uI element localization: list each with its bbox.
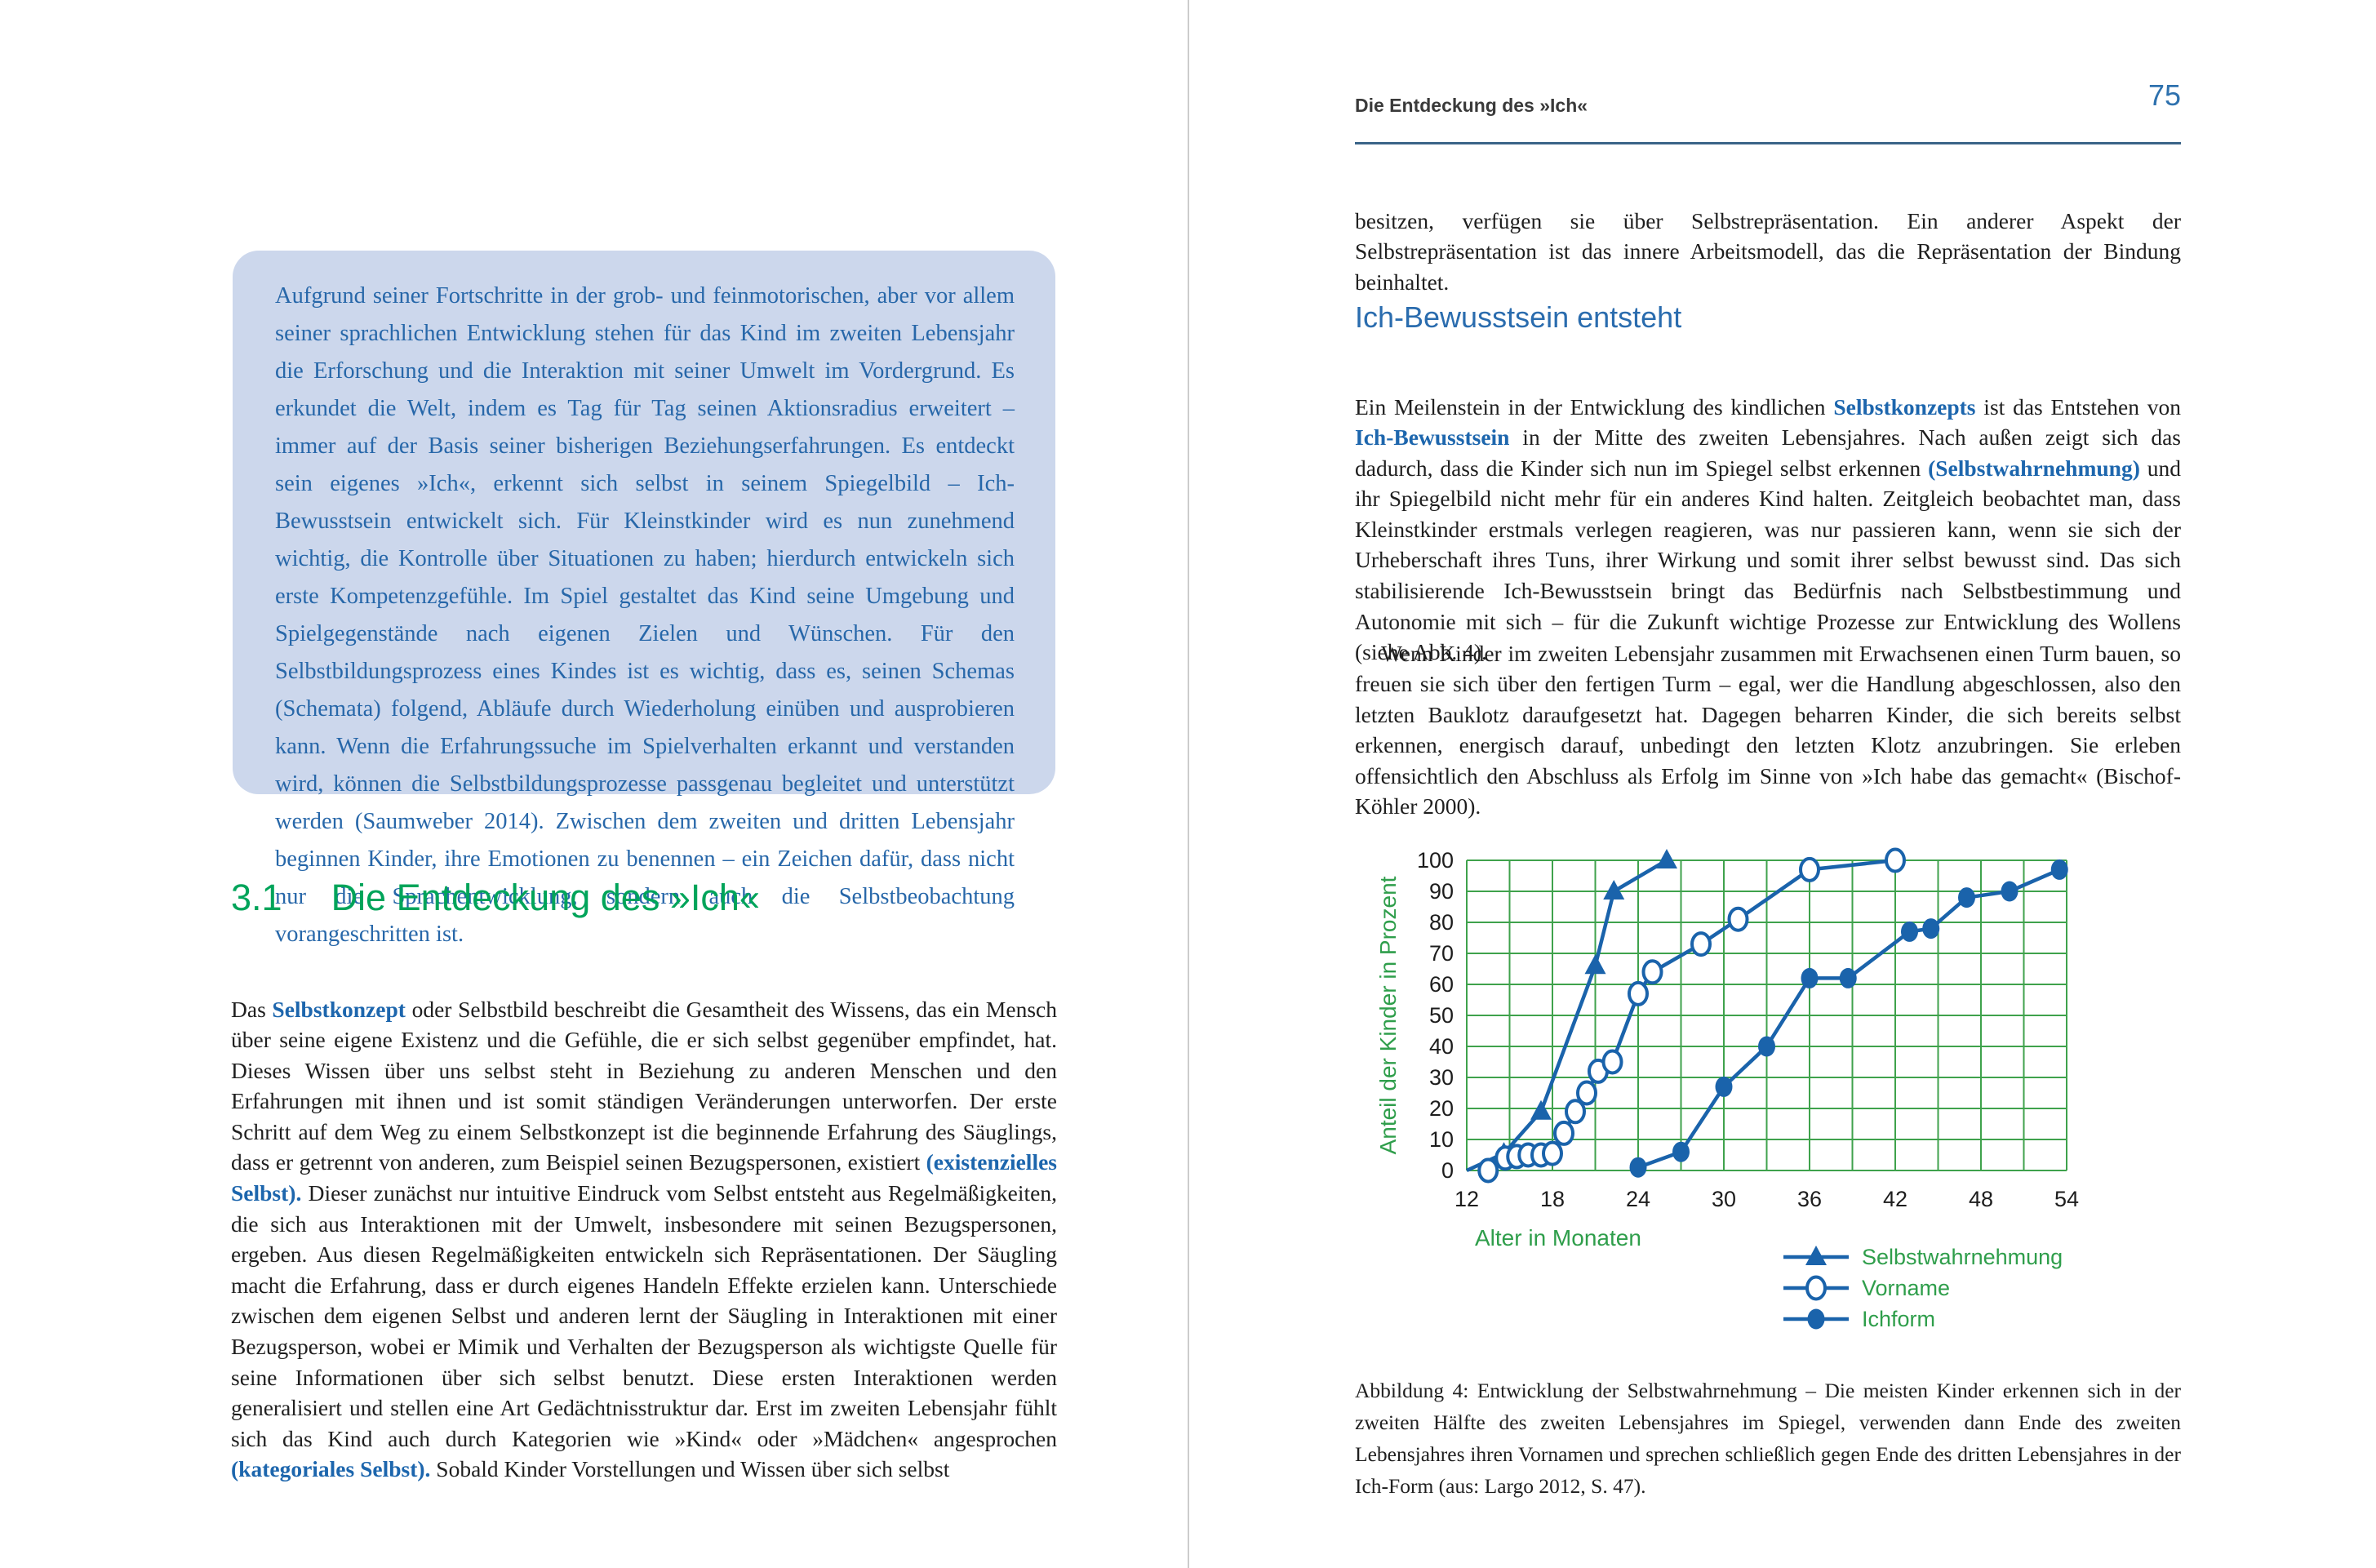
open-circle-marker	[1628, 980, 1649, 1006]
open-circle-marker	[1542, 1140, 1563, 1166]
filled-circle-marker	[1958, 887, 1975, 908]
page-divider	[1188, 0, 1189, 1568]
y-tick-label: 90	[1429, 879, 1454, 904]
body-text-segment: und ihr Spiegelbild nicht mehr für ein a…	[1355, 455, 2182, 665]
filled-circle-marker	[1801, 967, 1819, 988]
x-tick-label: 12	[1454, 1187, 1479, 1211]
keyword-highlight: (Selbstwahrnehmung)	[1928, 455, 2140, 481]
section-heading: 3.1 Die Entdeckung des »Ich«	[231, 877, 760, 919]
growth-chart-figure: 0 10 20 30 40 50 60 70 80 90 100 12 18 24 30 36 42 48 54 An…	[1371, 831, 2155, 1357]
series-line-Ichform	[1637, 868, 2061, 1170]
filled-circle-marker	[1629, 1157, 1647, 1178]
filled-circle-marker	[1758, 1036, 1775, 1057]
filled-circle-marker	[2050, 859, 2068, 880]
open-circle-marker	[1576, 1080, 1597, 1106]
page-number: 75	[2147, 78, 2181, 112]
header-rule	[1355, 142, 2181, 144]
section-number: 3.1	[231, 877, 282, 918]
x-tick-label: 36	[1797, 1187, 1822, 1211]
info-box-text: Aufgrund seiner Fortschritte in der grob…	[275, 283, 1015, 947]
x-tick-label: 30	[1712, 1187, 1736, 1211]
y-axis-title: Anteil der Kinder in Prozent	[1375, 876, 1401, 1154]
legend-label-Vorname: Vorname	[1862, 1276, 1950, 1300]
open-circle-marker	[1601, 1049, 1623, 1075]
keyword-highlight: Selbstkonzepts	[1833, 393, 1976, 420]
filled-circle-marker	[1901, 921, 1918, 942]
x-tick-label: 24	[1626, 1187, 1650, 1211]
keyword-highlight: (kategoriales Selbst).	[231, 1456, 431, 1482]
body-text-segment: Das	[231, 996, 273, 1022]
y-tick-label: 50	[1429, 1003, 1454, 1028]
body-text-segment: ist das Entstehen von	[1975, 393, 2181, 420]
y-tick-label: 40	[1429, 1034, 1454, 1059]
y-tick-label: 30	[1429, 1065, 1454, 1090]
y-tick-label: 60	[1429, 972, 1454, 997]
running-head: Die Entdeckung des »Ich«	[1355, 95, 1588, 116]
y-tick-label: 80	[1429, 910, 1454, 935]
y-tick-label: 0	[1441, 1158, 1454, 1183]
open-circle-marker	[1885, 847, 1906, 873]
body-text-segment: in der Mitte des zweiten Lebensjahres. N…	[1355, 424, 2181, 481]
filled-circle-marker	[2001, 881, 2018, 902]
open-circle-marker	[1690, 931, 1712, 957]
filled-circle-marker	[1672, 1141, 1690, 1162]
left-body-paragraph: Das Selbstkonzept oder Selbstbild beschr…	[231, 994, 1057, 1486]
open-circle-marker	[1641, 959, 1663, 985]
filled-circle-marker	[1839, 967, 1857, 988]
body-text-segment: Ein Meilenstein in der Entwicklung des k…	[1355, 393, 1834, 420]
y-tick-label: 70	[1429, 941, 1454, 966]
x-tick-label: 54	[2054, 1187, 2079, 1211]
triangle-marker	[1584, 954, 1606, 975]
y-tick-label: 100	[1417, 848, 1454, 873]
x-axis-title: Alter in Monaten	[1475, 1225, 1641, 1250]
x-tick-label: 18	[1540, 1187, 1565, 1211]
filled-circle-marker	[1807, 1308, 1825, 1330]
section-title: Die Entdeckung des »Ich«	[331, 877, 760, 918]
triangle-marker	[1530, 1099, 1552, 1120]
filled-circle-marker	[1715, 1076, 1733, 1097]
open-circle-marker	[1553, 1120, 1574, 1146]
legend-label-Ichform: Ichform	[1862, 1307, 1935, 1331]
body-text-segment: Dieser zunächst nur intuitive Eindruck v…	[231, 1180, 1057, 1451]
triangle-marker	[1603, 880, 1625, 899]
open-circle-marker	[1477, 1157, 1499, 1184]
x-tick-label: 48	[1969, 1187, 1993, 1211]
body-text-segment: oder Selbstbild beschreibt die Gesamthei…	[231, 996, 1057, 1175]
legend-label-Selbstwahrnehmung: Selbstwahrnehmung	[1862, 1245, 2063, 1269]
open-circle-marker	[1727, 906, 1749, 932]
keyword-highlight: Selbstkonzept	[272, 996, 406, 1022]
paragraph-ich-bewusstsein: Ein Meilenstein in der Entwicklung des k…	[1355, 392, 2181, 668]
triangle-marker	[1656, 849, 1677, 868]
x-tick-label: 42	[1883, 1187, 1907, 1211]
y-tick-label: 10	[1429, 1127, 1454, 1152]
keyword-highlight: (existenzielles Selbst).	[231, 1149, 1057, 1206]
open-circle-marker	[1799, 856, 1820, 882]
subheading-ich-bewusstsein: Ich-Bewusstsein entsteht	[1355, 300, 1682, 334]
y-tick-label: 20	[1429, 1096, 1454, 1121]
triangle-marker	[1805, 1246, 1827, 1265]
figure-caption: Abbildung 4: Entwicklung der Selbstwahrn…	[1355, 1378, 2181, 1498]
keyword-highlight: Ich-Bewusstsein	[1355, 424, 1510, 451]
open-circle-marker	[1565, 1099, 1586, 1125]
info-box: Aufgrund seiner Fortschritte in der grob…	[233, 251, 1055, 947]
open-circle-marker	[1805, 1275, 1827, 1301]
paragraph-continuation: besitzen, verfügen sie über Selbstrepräs…	[1355, 207, 2181, 295]
growth-chart-svg: 0 10 20 30 40 50 60 70 80 90 100 12 18 24 30 36 42 48 54 An…	[1375, 847, 2079, 1331]
filled-circle-marker	[1922, 918, 1940, 939]
body-text-segment: Sobald Kinder Vorstellungen und Wissen ü…	[430, 1456, 950, 1482]
paragraph-turmbau: Wenn Kinder im zweiten Lebensjahr zusamm…	[1355, 640, 2181, 820]
